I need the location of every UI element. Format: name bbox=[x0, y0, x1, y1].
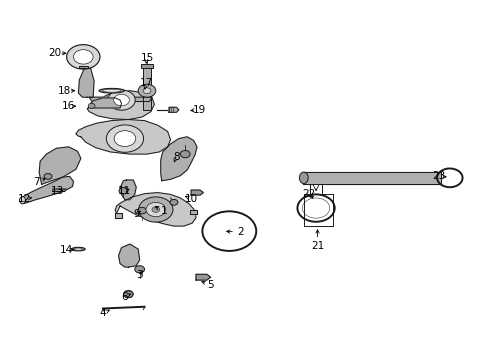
Circle shape bbox=[143, 88, 151, 94]
Circle shape bbox=[106, 125, 144, 152]
Text: 5: 5 bbox=[207, 280, 214, 290]
Text: 21: 21 bbox=[311, 240, 324, 251]
Polygon shape bbox=[303, 172, 441, 184]
Text: 15: 15 bbox=[140, 53, 154, 63]
Text: 19: 19 bbox=[193, 105, 207, 115]
Circle shape bbox=[67, 45, 100, 69]
Text: 10: 10 bbox=[185, 194, 197, 204]
Circle shape bbox=[152, 207, 160, 212]
Polygon shape bbox=[190, 210, 197, 214]
Ellipse shape bbox=[102, 89, 121, 92]
Polygon shape bbox=[91, 98, 122, 108]
Polygon shape bbox=[115, 213, 122, 218]
Circle shape bbox=[114, 131, 136, 147]
Circle shape bbox=[88, 103, 95, 108]
Text: 2: 2 bbox=[237, 227, 244, 237]
Polygon shape bbox=[196, 274, 211, 280]
Circle shape bbox=[114, 94, 129, 106]
Ellipse shape bbox=[72, 247, 85, 251]
Circle shape bbox=[170, 199, 178, 205]
Polygon shape bbox=[191, 190, 203, 195]
Circle shape bbox=[119, 188, 128, 194]
Text: 3: 3 bbox=[136, 270, 143, 280]
Circle shape bbox=[138, 207, 147, 214]
Ellipse shape bbox=[299, 172, 308, 184]
Text: 13: 13 bbox=[51, 186, 65, 196]
Circle shape bbox=[123, 291, 133, 298]
Circle shape bbox=[44, 174, 52, 179]
Text: 11: 11 bbox=[117, 186, 131, 196]
Polygon shape bbox=[78, 68, 94, 97]
Text: 4: 4 bbox=[99, 308, 106, 318]
Ellipse shape bbox=[20, 197, 25, 204]
Text: 6: 6 bbox=[122, 292, 128, 302]
Text: 1: 1 bbox=[161, 206, 168, 216]
Polygon shape bbox=[115, 193, 196, 226]
Circle shape bbox=[139, 197, 173, 222]
Polygon shape bbox=[169, 107, 179, 112]
Polygon shape bbox=[39, 147, 81, 184]
Circle shape bbox=[108, 90, 135, 110]
Polygon shape bbox=[20, 176, 74, 203]
Text: 18: 18 bbox=[58, 86, 72, 96]
Text: 7: 7 bbox=[33, 177, 40, 187]
Ellipse shape bbox=[74, 248, 83, 250]
Polygon shape bbox=[119, 244, 140, 267]
Text: 22: 22 bbox=[302, 189, 316, 199]
Text: 14: 14 bbox=[59, 245, 73, 255]
Text: 9: 9 bbox=[133, 209, 140, 219]
Circle shape bbox=[180, 150, 190, 158]
Polygon shape bbox=[76, 120, 171, 154]
Text: 23: 23 bbox=[432, 171, 445, 181]
Circle shape bbox=[146, 202, 166, 217]
Polygon shape bbox=[89, 97, 152, 102]
Text: 20: 20 bbox=[49, 48, 61, 58]
Circle shape bbox=[74, 50, 93, 64]
Text: 17: 17 bbox=[139, 78, 153, 88]
Ellipse shape bbox=[99, 89, 124, 93]
Text: 16: 16 bbox=[62, 101, 75, 111]
Circle shape bbox=[138, 84, 156, 97]
Polygon shape bbox=[120, 180, 136, 200]
Text: 12: 12 bbox=[18, 194, 31, 204]
Bar bbox=[141, 64, 153, 68]
Polygon shape bbox=[53, 189, 66, 192]
Polygon shape bbox=[87, 91, 154, 120]
Circle shape bbox=[135, 266, 145, 273]
Bar bbox=[143, 67, 151, 110]
Bar bbox=[79, 66, 88, 68]
Polygon shape bbox=[161, 137, 197, 181]
Text: 8: 8 bbox=[173, 152, 180, 162]
